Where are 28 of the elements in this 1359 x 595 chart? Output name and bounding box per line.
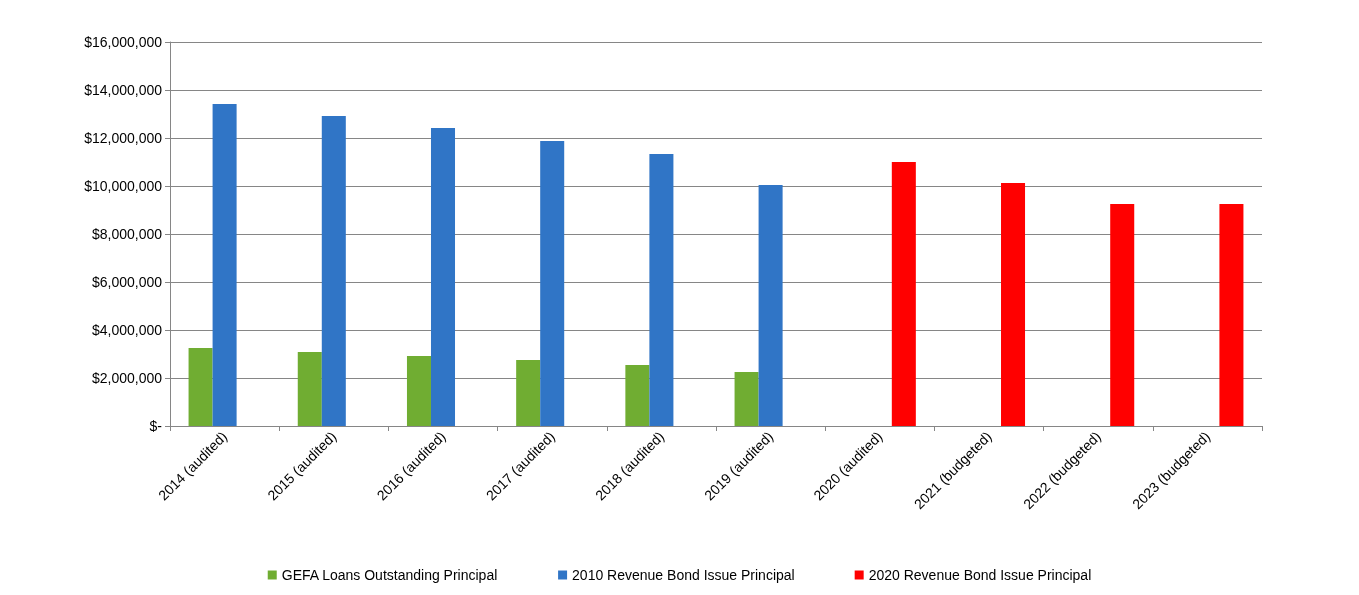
legend-label: 2020 Revenue Bond Issue Principal — [868, 567, 1092, 583]
bar — [891, 162, 916, 426]
bar — [406, 355, 431, 426]
y-tick-label: $2,000,000 — [91, 370, 163, 386]
y-tick-label: $4,000,000 — [91, 322, 163, 338]
y-tick-label: $12,000,000 — [84, 130, 163, 146]
bar — [1219, 204, 1244, 426]
legend-label: 2010 Revenue Bond Issue Principal — [572, 567, 795, 583]
y-tick-label: $- — [149, 418, 163, 434]
y-tick-label: $8,000,000 — [91, 226, 163, 242]
bar — [297, 352, 322, 426]
y-tick-label: $10,000,000 — [84, 178, 163, 194]
bar — [625, 365, 650, 426]
bar — [1001, 182, 1026, 426]
bar — [758, 185, 783, 426]
y-tick-label: $6,000,000 — [91, 274, 163, 290]
bar — [516, 360, 541, 426]
bar — [430, 127, 456, 426]
y-tick-label: $14,000,000 — [84, 82, 163, 98]
bar — [212, 103, 237, 426]
bar — [188, 348, 213, 426]
legend-label: GEFA Loans Outstanding Principal — [281, 567, 498, 583]
bar — [649, 154, 674, 426]
y-tick-label: $16,000,000 — [84, 34, 163, 50]
bar — [734, 372, 759, 426]
bar — [540, 140, 565, 426]
bar — [1110, 204, 1135, 426]
bar — [321, 115, 346, 426]
